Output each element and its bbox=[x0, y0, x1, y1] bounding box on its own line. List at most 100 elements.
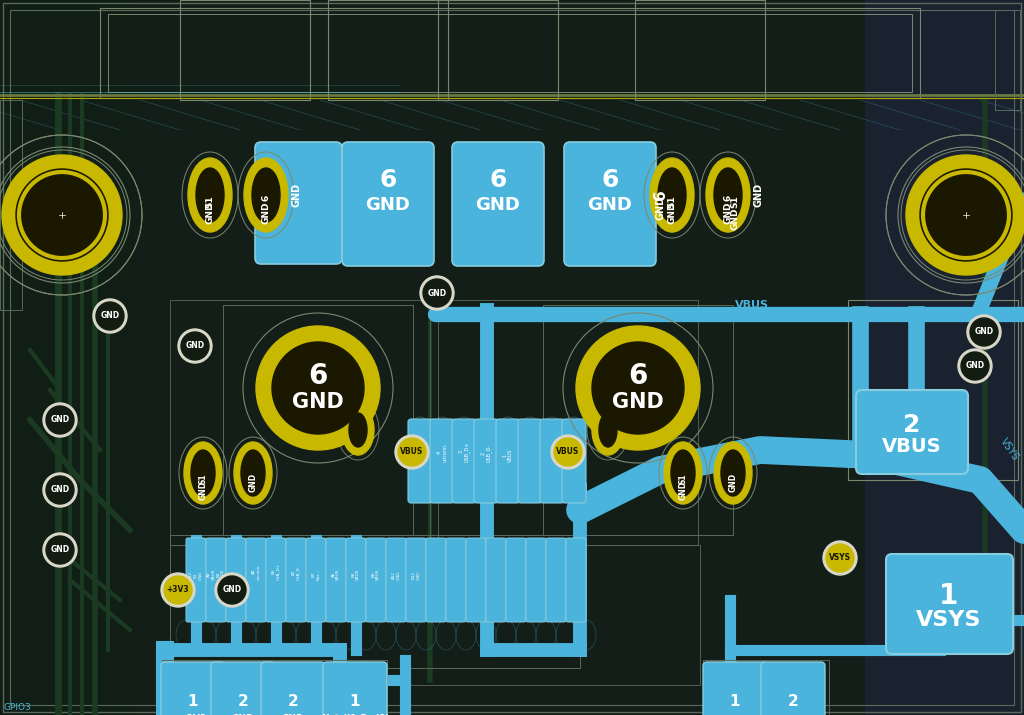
Text: VBUS: VBUS bbox=[400, 448, 424, 456]
Circle shape bbox=[16, 169, 108, 261]
Circle shape bbox=[2, 155, 122, 275]
Text: 6: 6 bbox=[308, 362, 328, 390]
FancyBboxPatch shape bbox=[430, 419, 454, 503]
Circle shape bbox=[43, 533, 77, 567]
Ellipse shape bbox=[721, 450, 745, 496]
Ellipse shape bbox=[184, 442, 222, 504]
Text: VBUS: VBUS bbox=[735, 300, 769, 310]
Bar bbox=[328, 0, 449, 100]
Bar bbox=[170, 545, 700, 685]
Circle shape bbox=[961, 352, 989, 380]
Bar bbox=[543, 305, 733, 535]
Text: GND: GND bbox=[231, 714, 254, 715]
Text: GND: GND bbox=[427, 288, 446, 297]
Bar bbox=[438, 0, 558, 100]
Text: GND: GND bbox=[730, 208, 739, 230]
FancyBboxPatch shape bbox=[518, 419, 542, 503]
FancyBboxPatch shape bbox=[506, 538, 526, 622]
Ellipse shape bbox=[191, 450, 215, 496]
FancyBboxPatch shape bbox=[761, 662, 825, 715]
Text: +3V3: +3V3 bbox=[167, 586, 189, 594]
Ellipse shape bbox=[650, 158, 694, 232]
Text: S1: S1 bbox=[199, 473, 208, 483]
Text: A9
VBUS
B4
VBUS: A9 VBUS B4 VBUS bbox=[207, 568, 225, 580]
Text: 6: 6 bbox=[724, 195, 732, 201]
Bar bbox=[0, 100, 22, 310]
Bar bbox=[0, 0, 135, 715]
Circle shape bbox=[43, 403, 77, 437]
Text: 2
USB_D-: 2 USB_D- bbox=[480, 444, 492, 462]
Bar bbox=[438, 300, 698, 545]
Circle shape bbox=[46, 406, 74, 434]
Circle shape bbox=[920, 169, 1012, 261]
Text: S1: S1 bbox=[206, 195, 214, 208]
Text: GND: GND bbox=[206, 201, 214, 224]
Text: GND: GND bbox=[753, 183, 763, 207]
FancyBboxPatch shape bbox=[562, 419, 586, 503]
Text: S1: S1 bbox=[668, 195, 677, 208]
Circle shape bbox=[43, 473, 77, 507]
FancyBboxPatch shape bbox=[406, 538, 426, 622]
Circle shape bbox=[575, 326, 700, 450]
Text: GND: GND bbox=[291, 183, 301, 207]
Text: GPIO3: GPIO3 bbox=[4, 703, 32, 712]
Ellipse shape bbox=[241, 450, 265, 496]
FancyBboxPatch shape bbox=[408, 419, 432, 503]
Text: 2: 2 bbox=[787, 694, 799, 709]
Text: GND: GND bbox=[728, 473, 737, 492]
Text: GND: GND bbox=[249, 473, 257, 492]
Text: 4
unconn.: 4 unconn. bbox=[436, 443, 447, 462]
Circle shape bbox=[826, 544, 854, 572]
Circle shape bbox=[423, 279, 451, 307]
FancyBboxPatch shape bbox=[540, 419, 564, 503]
Text: 1: 1 bbox=[730, 694, 740, 709]
Ellipse shape bbox=[671, 450, 695, 496]
Ellipse shape bbox=[188, 158, 232, 232]
FancyBboxPatch shape bbox=[526, 538, 546, 622]
Text: 2: 2 bbox=[903, 413, 921, 437]
Text: B6
USB_D+: B6 USB_D+ bbox=[271, 563, 281, 580]
Text: B5
Net-..: B5 Net-.. bbox=[231, 569, 241, 580]
FancyBboxPatch shape bbox=[261, 662, 325, 715]
Circle shape bbox=[906, 155, 1024, 275]
Text: 5
GND: 5 GND bbox=[415, 450, 425, 462]
Text: GND: GND bbox=[475, 196, 520, 214]
Text: 3
USB_D+: 3 USB_D+ bbox=[459, 442, 470, 462]
Ellipse shape bbox=[658, 168, 686, 222]
Text: GND: GND bbox=[292, 392, 344, 412]
Text: S1: S1 bbox=[730, 195, 739, 208]
FancyBboxPatch shape bbox=[426, 538, 446, 622]
Text: GND: GND bbox=[966, 362, 984, 370]
FancyBboxPatch shape bbox=[856, 390, 968, 474]
Text: B7
Net-..: B7 Net-.. bbox=[311, 569, 321, 580]
Bar bbox=[100, 8, 920, 98]
Ellipse shape bbox=[196, 168, 224, 222]
Text: GND: GND bbox=[679, 481, 687, 500]
FancyBboxPatch shape bbox=[346, 538, 366, 622]
Text: GND: GND bbox=[185, 342, 205, 350]
Text: 6: 6 bbox=[652, 189, 668, 200]
Text: GND: GND bbox=[668, 201, 677, 224]
FancyBboxPatch shape bbox=[446, 538, 466, 622]
Circle shape bbox=[218, 576, 246, 604]
Circle shape bbox=[592, 342, 684, 434]
Text: VSYS: VSYS bbox=[916, 610, 982, 630]
Text: GND: GND bbox=[655, 196, 665, 220]
Text: B9
VBUS: B9 VBUS bbox=[372, 568, 380, 580]
Circle shape bbox=[970, 318, 998, 346]
FancyBboxPatch shape bbox=[266, 538, 286, 622]
Ellipse shape bbox=[234, 442, 272, 504]
Text: GND: GND bbox=[724, 201, 732, 224]
Text: GND: GND bbox=[50, 415, 70, 425]
Text: +3V3: +3V3 bbox=[179, 714, 207, 715]
Text: GND: GND bbox=[222, 586, 242, 594]
Text: A7
USB_D-: A7 USB_D- bbox=[292, 565, 300, 580]
Text: B8
VBUS: B8 VBUS bbox=[351, 568, 360, 580]
Text: GND: GND bbox=[199, 481, 208, 500]
Circle shape bbox=[398, 438, 426, 466]
Bar bbox=[995, 10, 1020, 110]
FancyBboxPatch shape bbox=[246, 538, 266, 622]
Text: 6: 6 bbox=[601, 168, 618, 192]
Text: GND: GND bbox=[282, 714, 304, 715]
Bar bbox=[162, 660, 387, 715]
